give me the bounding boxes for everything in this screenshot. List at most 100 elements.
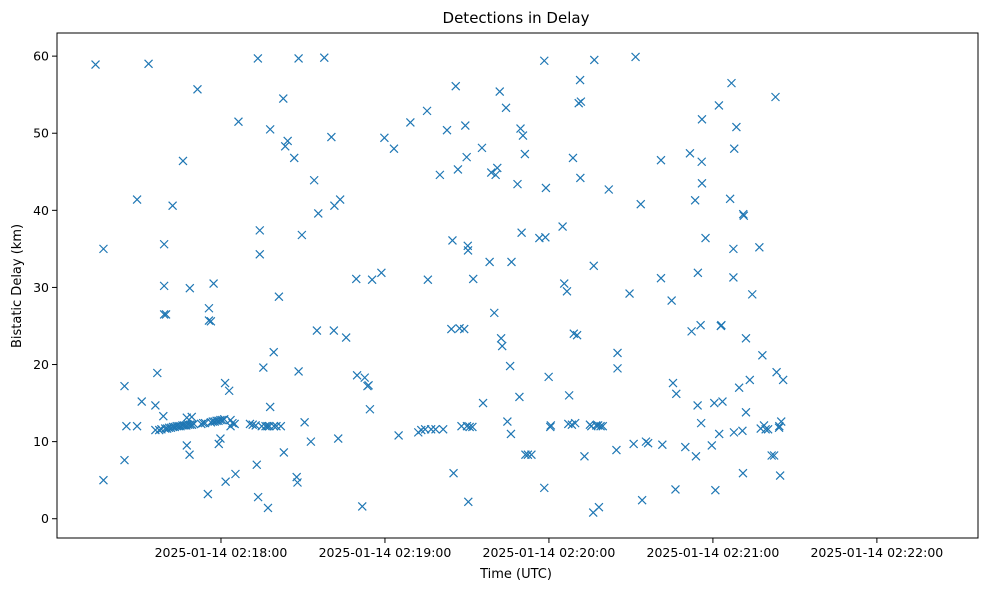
data-point <box>265 402 275 412</box>
data-point <box>772 367 782 377</box>
data-point <box>306 437 316 447</box>
data-point <box>738 468 748 478</box>
data-point <box>426 424 436 434</box>
data-point <box>741 333 751 343</box>
data-point <box>449 468 458 478</box>
data-point <box>274 292 284 302</box>
data-point <box>357 501 367 511</box>
data-point <box>697 178 707 188</box>
data-point <box>121 421 131 431</box>
chart-title: Detections in Delay <box>443 9 590 27</box>
data-point <box>757 350 767 360</box>
data-point <box>631 52 640 62</box>
data-point <box>448 235 457 245</box>
data-point <box>727 78 736 88</box>
data-point <box>230 419 240 429</box>
data-point <box>120 455 129 465</box>
data-point <box>263 503 273 513</box>
data-point <box>546 421 556 430</box>
plot-area <box>56 32 979 539</box>
data-point <box>697 157 707 167</box>
data-point <box>252 460 262 470</box>
data-point <box>341 333 351 342</box>
data-point <box>329 326 339 336</box>
data-point <box>280 141 290 151</box>
data-point <box>731 122 741 132</box>
data-point <box>289 153 299 163</box>
data-point <box>541 183 551 193</box>
data-point <box>729 427 739 437</box>
x-tick-label: 2025-01-14 02:22:00 <box>810 545 943 560</box>
data-point <box>185 283 195 293</box>
data-point <box>629 439 639 449</box>
x-axis-label: Time (UTC) <box>479 567 552 582</box>
data-point <box>217 415 227 425</box>
data-point <box>144 59 153 69</box>
data-point <box>613 348 622 358</box>
data-point <box>496 333 506 343</box>
data-point <box>580 451 589 461</box>
data-point <box>671 485 680 494</box>
data-point <box>152 368 162 378</box>
data-point <box>189 419 199 429</box>
data-point <box>545 422 555 432</box>
data-point <box>463 245 473 255</box>
data-point <box>253 54 263 63</box>
data-point <box>297 230 307 240</box>
data-point <box>491 170 501 180</box>
data-point <box>269 421 279 431</box>
data-point <box>132 421 142 431</box>
data-point <box>351 274 361 284</box>
data-point <box>367 275 377 285</box>
data-point <box>478 398 488 408</box>
data-point <box>258 363 268 373</box>
y-axis: 0 10 20 30 40 50 60 <box>33 49 57 526</box>
data-point <box>668 378 678 388</box>
data-point <box>771 92 780 102</box>
data-point <box>656 155 666 165</box>
data-point <box>99 475 108 485</box>
data-point <box>539 483 549 493</box>
data-point <box>294 54 304 63</box>
data-point <box>637 495 647 505</box>
data-point <box>707 441 717 450</box>
data-point <box>214 439 224 449</box>
data-point <box>187 420 197 430</box>
data-point <box>224 386 234 396</box>
y-tick-label: 10 <box>33 434 49 449</box>
data-point <box>438 424 448 434</box>
data-point <box>486 168 496 177</box>
data-point <box>158 411 168 421</box>
data-point <box>216 434 225 443</box>
data-point <box>248 420 258 430</box>
data-point <box>575 75 585 85</box>
data-point <box>168 201 178 211</box>
data-point <box>198 418 208 428</box>
data-point <box>589 55 599 65</box>
data-point <box>739 211 749 221</box>
data-point <box>365 404 375 414</box>
data-point <box>564 390 574 400</box>
data-point <box>263 421 272 431</box>
data-point <box>300 417 310 427</box>
data-point <box>120 381 129 391</box>
data-point <box>99 244 108 254</box>
data-point <box>352 370 362 380</box>
data-point <box>272 421 281 431</box>
data-point <box>568 153 578 163</box>
data-point <box>209 279 219 288</box>
data-point <box>459 324 469 334</box>
data-point <box>513 179 522 189</box>
data-point <box>714 101 724 110</box>
data-point <box>657 440 667 450</box>
data-point <box>255 225 265 235</box>
data-point <box>754 242 764 252</box>
data-point <box>394 431 404 440</box>
data-point <box>710 485 720 495</box>
data-point <box>559 279 569 288</box>
data-point <box>506 429 516 439</box>
data-point <box>485 257 495 267</box>
data-point <box>774 421 784 431</box>
data-point <box>693 268 703 278</box>
